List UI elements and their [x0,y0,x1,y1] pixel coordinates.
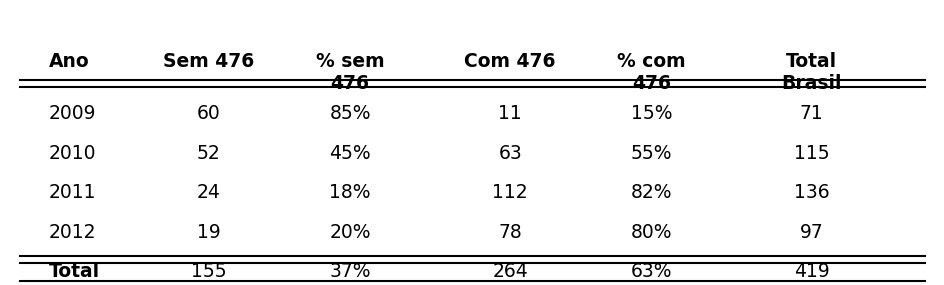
Text: 82%: 82% [630,183,671,202]
Text: 11: 11 [497,105,521,123]
Text: 63: 63 [497,144,521,163]
Text: 419: 419 [793,262,829,281]
Text: Ano: Ano [48,52,89,71]
Text: 2011: 2011 [48,183,96,202]
Text: 97: 97 [799,223,823,242]
Text: % com
476: % com 476 [616,52,685,93]
Text: 37%: 37% [329,262,370,281]
Text: 20%: 20% [329,223,370,242]
Text: 60: 60 [196,105,220,123]
Text: 155: 155 [191,262,227,281]
Text: 80%: 80% [630,223,671,242]
Text: Com 476: Com 476 [464,52,555,71]
Text: 2009: 2009 [48,105,96,123]
Text: 63%: 63% [630,262,671,281]
Text: 85%: 85% [329,105,370,123]
Text: 2012: 2012 [48,223,96,242]
Text: 45%: 45% [329,144,370,163]
Text: 136: 136 [793,183,829,202]
Text: 264: 264 [492,262,528,281]
Text: 78: 78 [497,223,521,242]
Text: 2010: 2010 [48,144,96,163]
Text: 112: 112 [492,183,528,202]
Text: 24: 24 [196,183,220,202]
Text: 19: 19 [196,223,220,242]
Text: % sem
476: % sem 476 [315,52,384,93]
Text: Sem 476: Sem 476 [163,52,254,71]
Text: 115: 115 [793,144,829,163]
Text: Total: Total [48,262,99,281]
Text: 55%: 55% [630,144,671,163]
Text: 15%: 15% [630,105,671,123]
Text: 52: 52 [196,144,220,163]
Text: Total
Brasil: Total Brasil [781,52,841,93]
Text: 71: 71 [799,105,823,123]
Text: 18%: 18% [329,183,370,202]
